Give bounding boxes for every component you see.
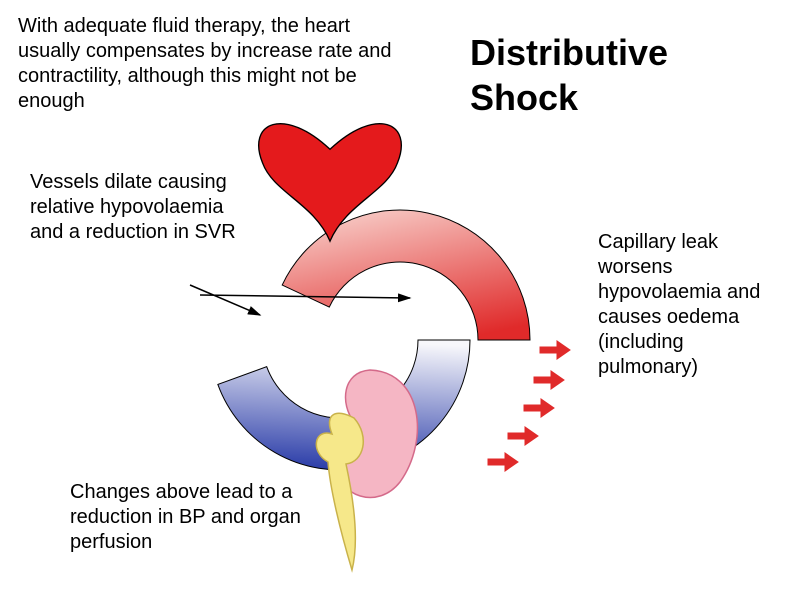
diagram-stage: Distributive Shock With adequate fluid t… [0,0,800,600]
vessel-arc-right [282,210,530,340]
leak-arrow [534,371,564,389]
kidney-icon [316,370,417,570]
diagram-svg [0,0,800,600]
pointer-arrow [190,285,260,315]
leak-arrow [488,453,518,471]
leak-arrow [524,399,554,417]
leak-arrows [488,341,570,471]
leak-arrow [508,427,538,445]
leak-arrow [540,341,570,359]
